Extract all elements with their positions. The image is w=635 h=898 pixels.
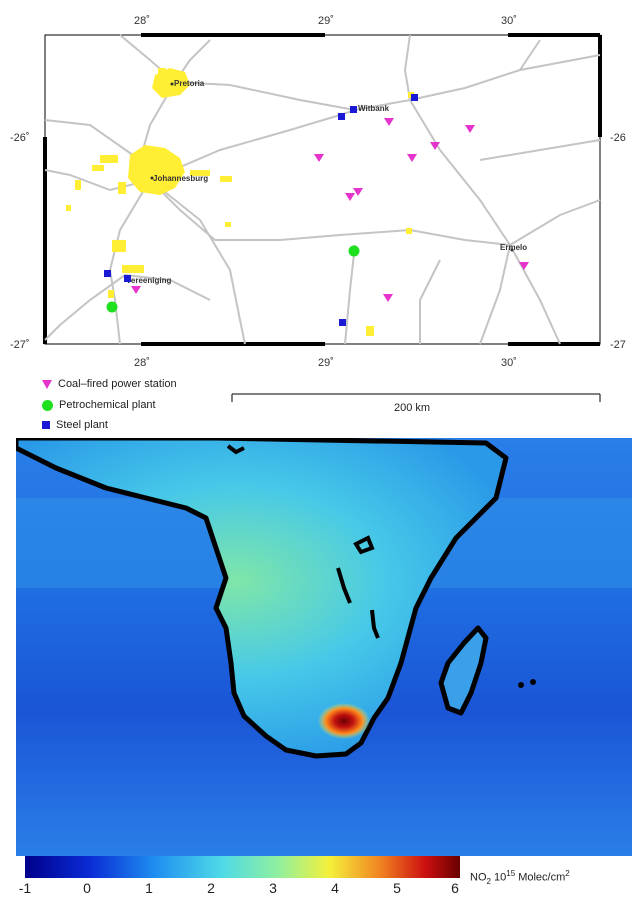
lon-tick-top: 30˚ — [501, 15, 517, 27]
regional-map: 28˚ 29˚ 30˚ 28˚ 29˚ 30˚ -26˚ -27˚ -26 -2… — [10, 15, 626, 402]
lon-tick-bottom: 28˚ — [134, 357, 150, 369]
power-station-marker — [345, 193, 355, 201]
island — [530, 679, 536, 685]
power-station-marker — [519, 262, 529, 270]
lake — [353, 535, 375, 555]
urban-areas — [66, 68, 414, 336]
lat-tick-left: -26˚ — [10, 132, 30, 144]
colorbar-unit-label: NO2 1015 Molec/cm2 — [470, 869, 570, 886]
lat-tick-right: -26 — [610, 132, 626, 144]
city-label-witbank: Witbank — [358, 104, 390, 113]
lon-tick-top: 29˚ — [318, 15, 334, 27]
africa-landmass — [16, 438, 509, 759]
latitude-tick-labels: -26˚ -27˚ -26 -27 — [10, 132, 626, 351]
power-station-marker — [384, 118, 394, 126]
colorbar-gradient — [25, 856, 460, 878]
lake — [370, 609, 380, 639]
colorbar-tick: -1 — [18, 880, 32, 896]
colorbar-tick: 6 — [451, 880, 459, 896]
colorbar — [25, 856, 460, 878]
power-station-marker — [353, 188, 363, 196]
power-station-marker — [407, 154, 417, 162]
power-stations — [131, 118, 529, 302]
lake — [336, 567, 352, 604]
power-station-marker — [430, 142, 440, 150]
square-icon — [42, 421, 50, 429]
power-station-marker — [131, 286, 141, 294]
petrochemical-plants — [106, 245, 360, 313]
lon-tick-bottom: 29˚ — [318, 357, 334, 369]
no2-hotspot — [318, 703, 370, 739]
lat-tick-right: -27 — [610, 339, 626, 351]
colorbar-tick: 1 — [145, 880, 153, 896]
map-border-ticks — [43, 33, 602, 346]
steel-plants — [104, 94, 418, 326]
circle-icon — [42, 399, 53, 411]
lat-tick-left: -27˚ — [10, 339, 30, 351]
triangle-icon — [42, 379, 52, 389]
lon-tick-top: 28˚ — [134, 15, 150, 27]
scale-label: 200 km — [394, 402, 431, 414]
scale-bar — [231, 393, 601, 402]
city-label-vereeniging: Vereeniging — [126, 276, 171, 285]
city-label-johannesburg: Johannesburg — [153, 174, 208, 183]
steel-plant-marker — [411, 94, 418, 101]
city-label-ermelo: Ermelo — [500, 243, 527, 252]
legend-label: Petrochemical plant — [59, 399, 156, 411]
road-network — [44, 34, 601, 345]
lon-tick-bottom: 30˚ — [501, 357, 517, 369]
legend-item-power: Coal–fired power station — [42, 378, 177, 390]
map-frame — [44, 34, 601, 345]
steel-plant-marker — [124, 275, 131, 282]
colorbar-tick: 2 — [207, 880, 215, 896]
steel-plant-marker — [350, 106, 357, 113]
city-labels: Pretoria Witbank Johannesburg Ermelo Ver… — [126, 79, 527, 285]
colorbar-tick: 5 — [393, 880, 401, 896]
no2-satellite-map — [16, 438, 632, 856]
island — [226, 444, 245, 455]
steel-plant-marker — [338, 113, 345, 120]
legend-item-petro: Petrochemical plant — [42, 399, 156, 411]
colorbar-tick: 0 — [83, 880, 91, 896]
island — [518, 682, 524, 688]
power-station-marker — [383, 294, 393, 302]
steel-plant-marker — [104, 270, 111, 277]
longitude-tick-labels: 28˚ 29˚ 30˚ 28˚ 29˚ 30˚ — [134, 15, 517, 369]
madagascar — [438, 625, 489, 716]
petrochemical-marker — [348, 245, 360, 257]
colorbar-tick: 3 — [269, 880, 277, 896]
power-station-marker — [314, 154, 324, 162]
legend-label: Steel plant — [56, 419, 108, 431]
steel-plant-marker — [339, 319, 346, 326]
city-label-pretoria: Pretoria — [174, 79, 205, 88]
power-station-marker — [465, 125, 475, 133]
legend-item-steel: Steel plant — [42, 419, 108, 431]
colorbar-tick: 4 — [331, 880, 339, 896]
petrochemical-marker — [106, 301, 118, 313]
legend-label: Coal–fired power station — [58, 378, 177, 390]
